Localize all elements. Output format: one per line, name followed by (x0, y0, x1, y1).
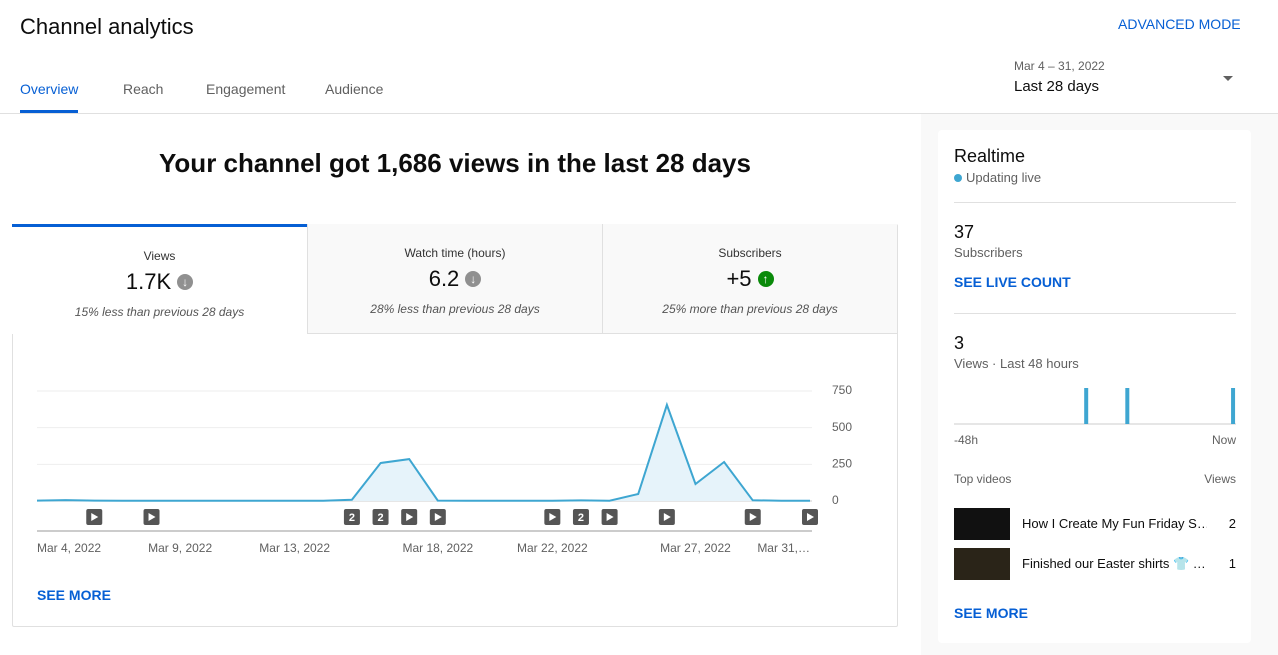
subscriber-label: Subscribers (954, 245, 1023, 260)
tab[interactable]: Engagement (206, 81, 286, 97)
thumbnail (954, 508, 1010, 540)
trend-icon: ↓ (465, 271, 482, 287)
status-text: Updating live (966, 170, 1042, 185)
metric-name: Views (143, 249, 176, 263)
see-more[interactable]: SEE MORE (37, 587, 111, 603)
views-header: Views (1204, 472, 1236, 486)
live-dot (954, 174, 962, 182)
metric-note: 25% more than previous 28 days (662, 302, 838, 316)
start-label: -48h (954, 433, 979, 447)
metric-note: 15% less than previous 28 days (74, 305, 245, 319)
tab-indicator (20, 110, 78, 113)
page-title: Channel analytics (20, 14, 194, 39)
tab[interactable]: Overview (20, 81, 79, 97)
subscriber-count: 37 (954, 222, 975, 242)
realtime-title: Realtime (954, 146, 1026, 166)
realtime-status: Updating live (954, 170, 1041, 185)
metric-card[interactable]: Watch time (hours) 6.2 ↓ 28% less than prev… (307, 224, 602, 334)
see-live-count[interactable]: SEE LIVE COUNT (954, 274, 1071, 290)
trend-icon: ↓ (177, 274, 194, 290)
trend-icon: ↑ (757, 271, 774, 287)
metric-card[interactable]: Views 1.7K ↓ 15% less than previous 28 days (12, 224, 307, 334)
top-videos-label: Top videos (954, 472, 1012, 486)
video-title[interactable]: How I Create My Fun Friday S… (1022, 516, 1207, 531)
value-text: 1.7K (125, 269, 172, 294)
metric-card[interactable]: Subscribers +5 ↑ 25% more than previous 28 … (602, 224, 897, 334)
divider (954, 202, 1236, 203)
video-title[interactable]: Finished our Easter shirts 👕 … (1022, 556, 1206, 571)
metric-note: 28% less than previous 28 days (370, 302, 540, 316)
value-text: +5 (726, 266, 752, 291)
advanced-mode[interactable]: ADVANCED MODE (1118, 16, 1241, 32)
end-label: Now (1211, 433, 1236, 447)
divider (954, 313, 1236, 314)
tab[interactable]: Audience (325, 81, 384, 97)
metric-name: Subscribers (718, 246, 782, 260)
tab[interactable]: Reach (123, 81, 164, 97)
dropdown-arrow[interactable] (1223, 76, 1233, 81)
views-count: 3 (954, 333, 965, 353)
video-views: 1 (1228, 556, 1236, 571)
value-text: 6.2 (428, 266, 460, 291)
thumbnail (954, 548, 1010, 580)
metric-value: 6.2 ↓ (308, 266, 602, 292)
see-more[interactable]: SEE MORE (954, 605, 1028, 621)
metric-name: Watch time (hours) (404, 246, 506, 260)
metric-value: 1.7K ↓ (12, 269, 307, 295)
divider (0, 113, 1278, 114)
headline: Your channel got 1,686 views in the last… (159, 148, 751, 178)
date-label[interactable]: Last 28 days (1014, 78, 1100, 95)
video-views: 2 (1228, 516, 1236, 531)
date-range[interactable]: Mar 4 – 31, 2022 (1014, 59, 1105, 73)
metric-value: +5 ↑ (603, 266, 897, 292)
views-label: Views · Last 48 hours (954, 356, 1079, 371)
